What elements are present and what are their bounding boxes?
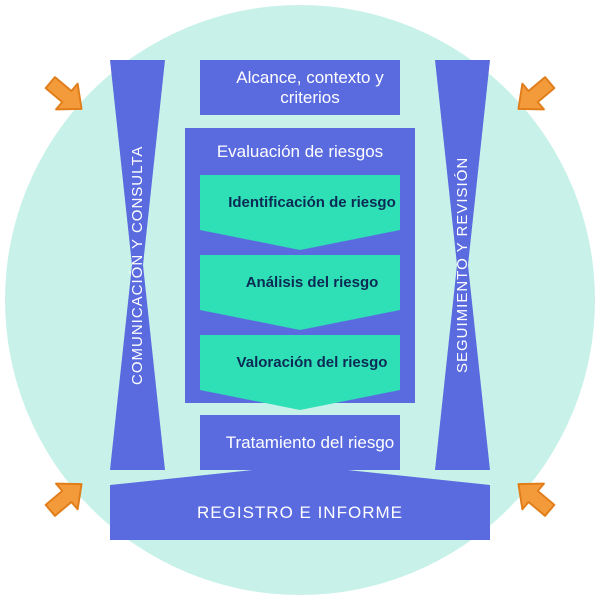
diagram-stage: COMUNICACIÓN Y CONSULTA SEGUIMIENTO Y RE…: [0, 0, 600, 600]
corner-arrow-icon: [511, 71, 559, 119]
scope-box-label: Alcance, contexto y criterios: [200, 60, 420, 115]
right-panel-label: SEGUIMIENTO Y REVISIÓN: [435, 60, 490, 470]
sub-arrow-analysis-label: Análisis del riesgo: [200, 255, 424, 310]
evaluation-box-label: Evaluación de riesgos: [185, 132, 415, 172]
treatment-box-label: Tratamiento del riesgo: [200, 415, 420, 470]
sub-arrow-identification-label: Identificación de riesgo: [200, 175, 424, 230]
corner-arrow-icon: [41, 474, 89, 522]
left-panel-label: COMUNICACIÓN Y CONSULTA: [110, 60, 165, 470]
bottom-panel-label: REGISTRO E INFORME: [110, 485, 490, 540]
corner-arrow-icon: [41, 71, 89, 119]
sub-arrow-valuation-label: Valoración del riesgo: [200, 335, 424, 390]
corner-arrow-icon: [511, 474, 559, 522]
